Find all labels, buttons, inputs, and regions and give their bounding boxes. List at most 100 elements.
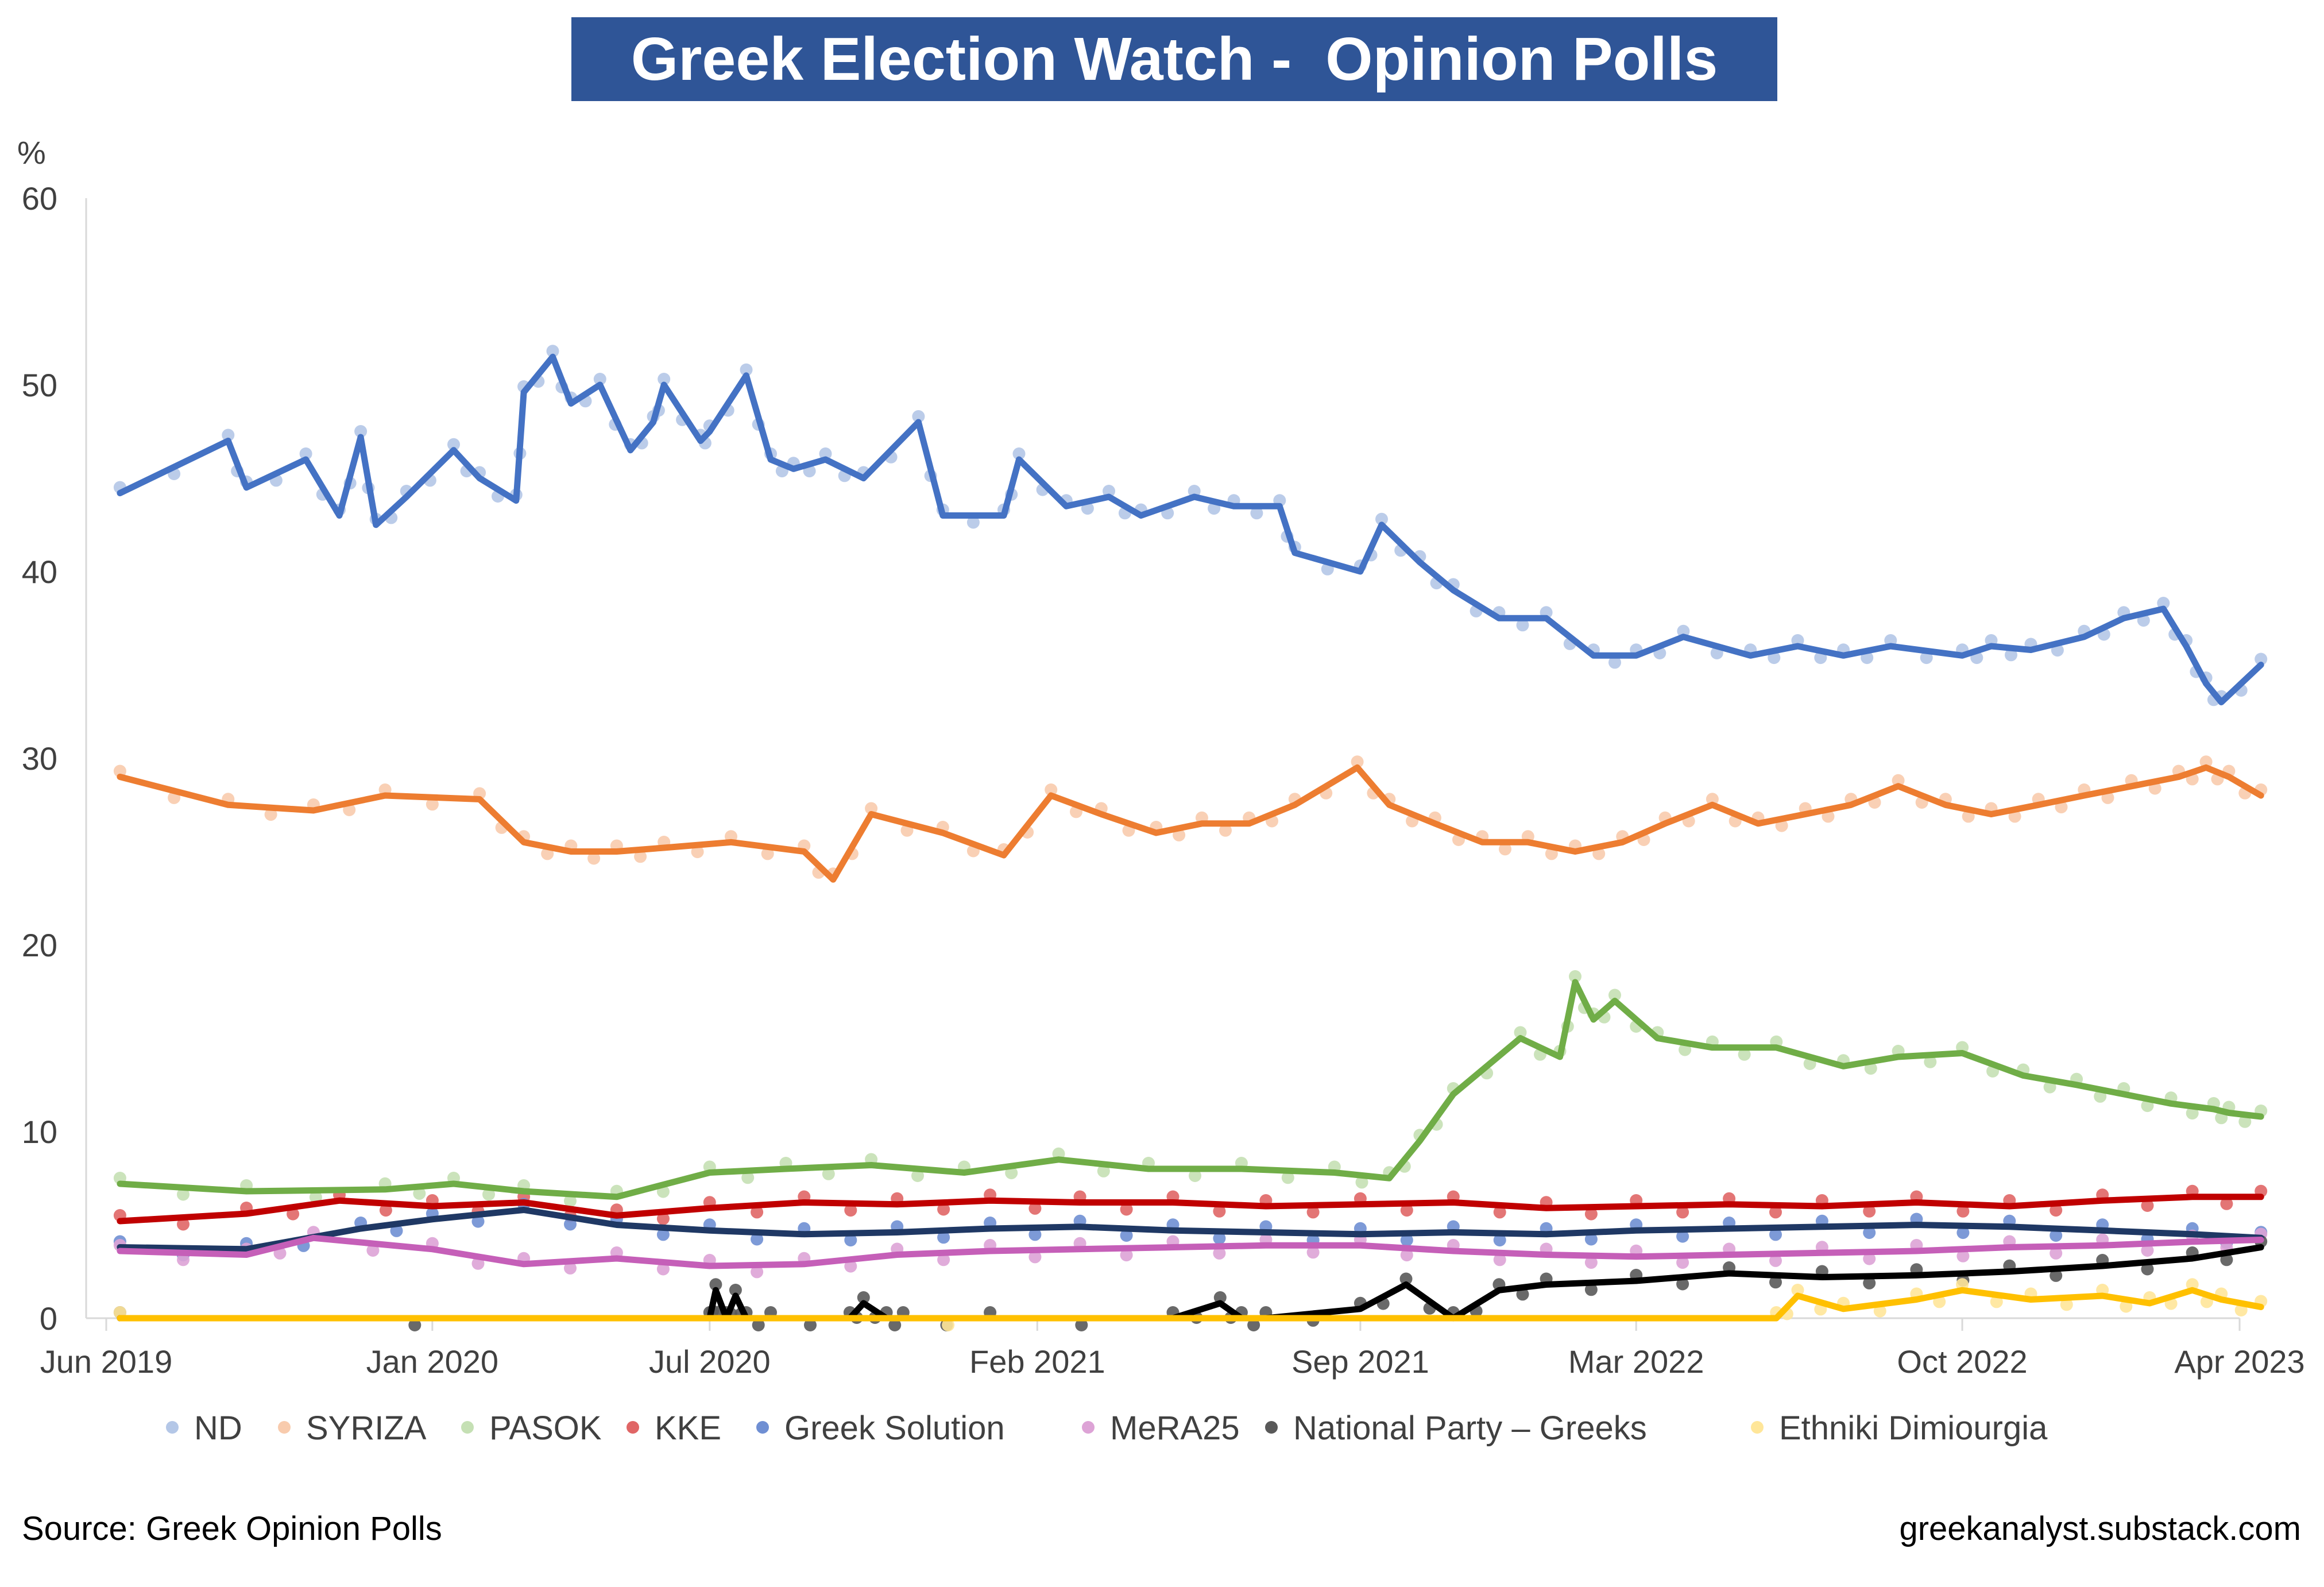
y-tick-label: 40 [22, 554, 57, 590]
poll-dot [1075, 1319, 1088, 1331]
poll-dot [1219, 824, 1232, 837]
poll-dot [1769, 1254, 1782, 1267]
x-tick-label: Sep 2021 [1291, 1343, 1429, 1380]
poll-dot [804, 1319, 817, 1331]
poll-dot [1584, 1207, 1598, 1221]
chart-axes [85, 198, 2241, 1331]
poll-dot [287, 1207, 300, 1221]
poll-dot [942, 1319, 955, 1331]
poll-dot [408, 1319, 422, 1331]
poll-dot [1306, 1206, 1320, 1219]
legend: ND SYRIZA PASOK KKE Greek Solution MeRA25 Nati… [166, 1410, 2048, 1447]
poll-dot [1863, 1226, 1876, 1240]
poll-dot [222, 428, 235, 442]
poll-dot [1012, 447, 1026, 460]
poll-dot [1677, 624, 1690, 638]
poll-dot [177, 1253, 190, 1266]
x-tick-label: Jul 2020 [649, 1343, 771, 1380]
poll-dot [1584, 1256, 1598, 1269]
poll-dot [1514, 1026, 1527, 1039]
poll-dot [264, 808, 277, 821]
poll-dot [113, 764, 126, 778]
poll-dot [911, 1169, 924, 1182]
poll-dot [691, 845, 704, 859]
poll-dot [751, 1206, 764, 1219]
poll-dot [937, 1231, 950, 1244]
legend-label: Ethniki Dimiourgia [1779, 1410, 2048, 1447]
poll-dot [390, 1224, 403, 1237]
poll-dot [1005, 1167, 1018, 1180]
poll-dot [1247, 1319, 1260, 1331]
poll-dot [844, 1204, 857, 1217]
poll-dot [2141, 1262, 2154, 1276]
series-line [117, 979, 2264, 1200]
y-axis-label: % [17, 134, 46, 171]
legend-marker [166, 1421, 179, 1434]
poll-dot [1956, 1204, 1970, 1218]
legend-label: ND [194, 1410, 242, 1447]
poll-dot [865, 802, 878, 815]
poll-dot [482, 1188, 495, 1201]
y-tick-label: 20 [22, 927, 57, 963]
x-tick-label: Feb 2021 [969, 1343, 1105, 1380]
y-tick-label: 60 [22, 180, 57, 217]
poll-dot [1213, 1291, 1227, 1304]
poll-dot [1097, 1164, 1110, 1177]
poll-dot [354, 425, 368, 438]
x-tick-label: Oct 2022 [1897, 1343, 2027, 1380]
poll-dot [1892, 774, 1905, 787]
poll-dot [2220, 1253, 2233, 1266]
poll-dot [366, 1244, 380, 1257]
poll-dot [1103, 485, 1115, 497]
poll-dot [1189, 1169, 1201, 1182]
poll-dot [656, 1228, 670, 1241]
poll-dot [2220, 1197, 2233, 1210]
poll-dot [1375, 512, 1388, 526]
poll-dot [751, 1233, 764, 1246]
legend-label: National Party – Greeks [1293, 1410, 1647, 1447]
poll-dot [1956, 1226, 1970, 1240]
poll-dot [1213, 1204, 1226, 1218]
poll-dot [2120, 1300, 2133, 1313]
poll-dot [1676, 1206, 1689, 1219]
poll-dot [822, 1167, 835, 1180]
legend-marker [461, 1421, 474, 1434]
poll-dot [2186, 1278, 2199, 1291]
poll-dot [546, 345, 559, 358]
legend-marker [1265, 1421, 1278, 1434]
poll-dot [1355, 1176, 1368, 1189]
series-line [117, 1234, 2264, 1269]
poll-dot [2141, 1244, 2154, 1257]
poll-dot [1769, 1276, 1782, 1289]
poll-dot [888, 1319, 902, 1331]
poll-dot [1584, 1283, 1598, 1296]
x-tick-label: Apr 2023 [2174, 1343, 2304, 1380]
poll-dot [1516, 619, 1529, 632]
poll-dot [1863, 1252, 1876, 1265]
poll-dot [413, 1187, 426, 1200]
poll-dot [729, 1284, 742, 1296]
poll-dot [1584, 1233, 1598, 1246]
poll-dot [937, 1203, 950, 1216]
poll-dot [177, 1188, 190, 1201]
poll-dot [1608, 656, 1621, 669]
poll-dot [752, 1319, 765, 1331]
poll-dot [658, 373, 671, 385]
series-lines [117, 353, 2264, 1322]
poll-dot [1516, 1288, 1529, 1301]
series-line [117, 1207, 2264, 1253]
poll-dot [1120, 1203, 1133, 1216]
poll-dot [966, 516, 980, 529]
legend-marker [627, 1421, 639, 1434]
poll-dot [2005, 648, 2017, 662]
poll-dot [1676, 1277, 1689, 1291]
poll-dot [2141, 1199, 2154, 1212]
poll-dot [2060, 1298, 2073, 1311]
x-tick-label: Jan 2020 [366, 1343, 498, 1380]
poll-dot [1791, 1284, 1804, 1296]
y-tick-label: 50 [22, 367, 57, 403]
poll-dot [1863, 1276, 1876, 1289]
poll-dot [937, 1253, 950, 1266]
poll-dot [1120, 1249, 1133, 1262]
poll-dot [2255, 652, 2268, 666]
